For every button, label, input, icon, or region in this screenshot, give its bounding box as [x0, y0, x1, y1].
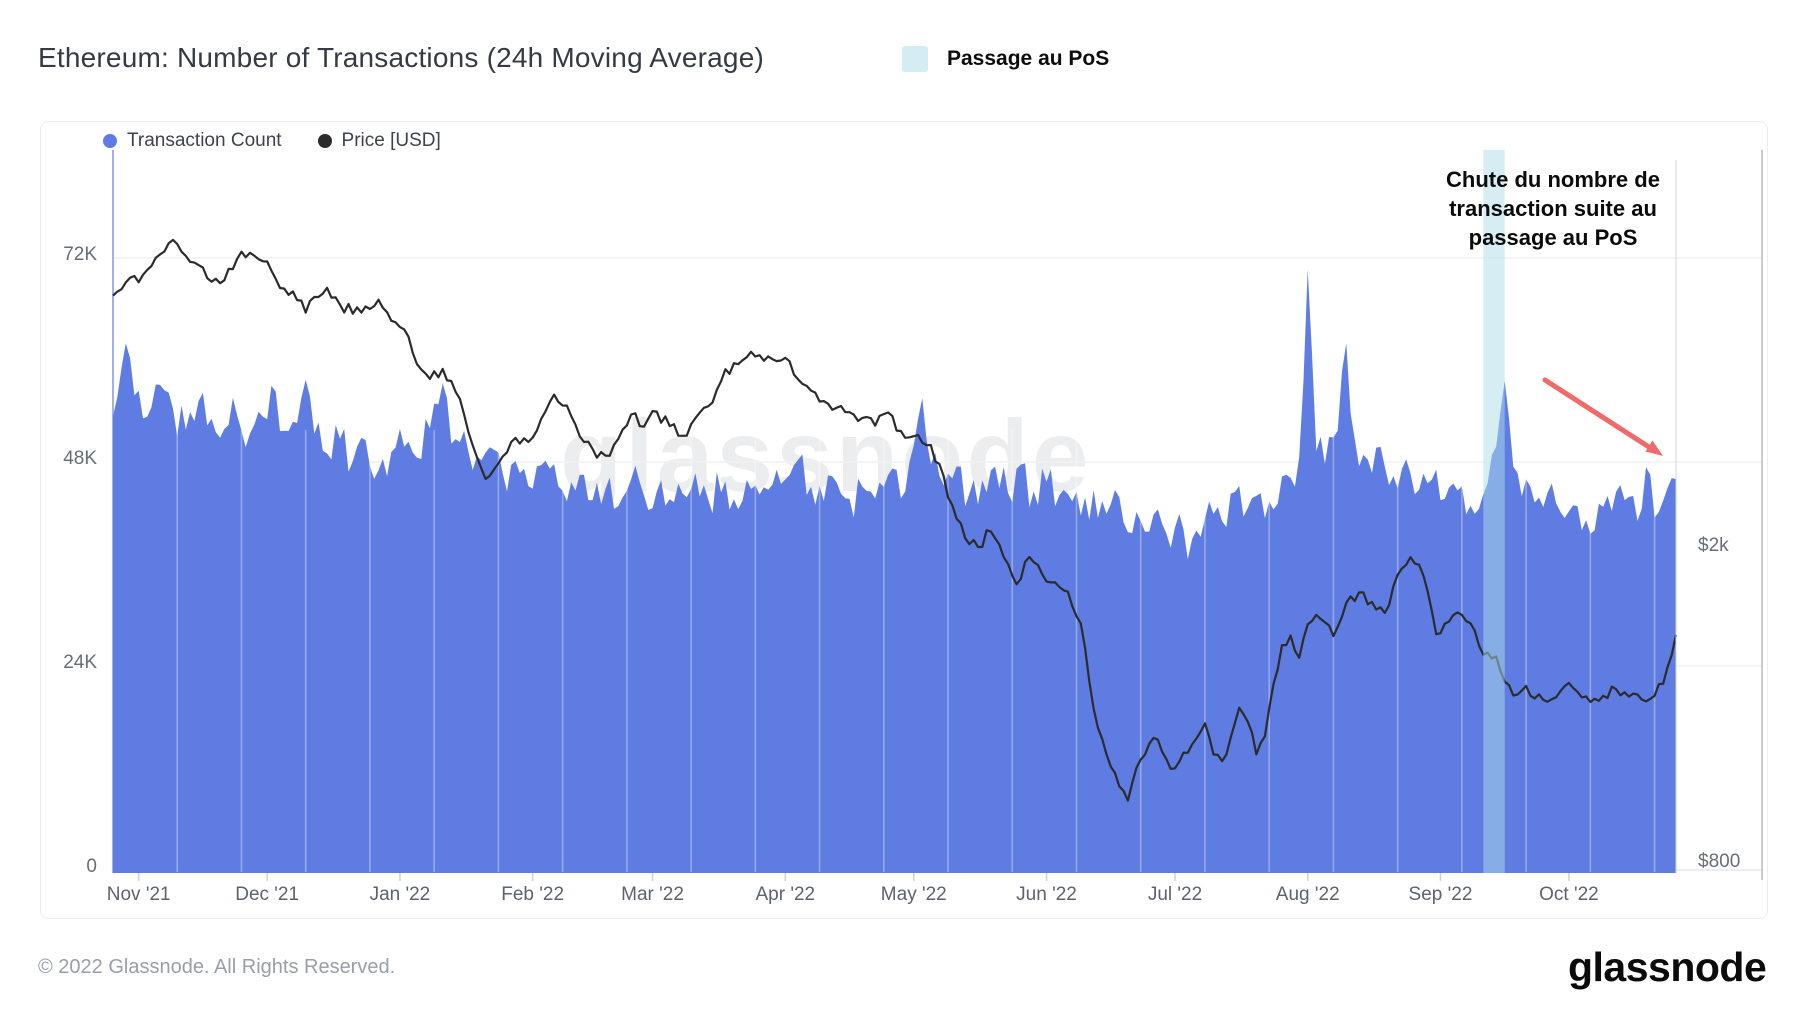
annotation-line: transaction suite au: [1449, 196, 1657, 221]
x-month-tick-label: Jul '22: [1147, 884, 1203, 905]
legend-item-price-usd[interactable]: Price [USD]: [317, 130, 441, 152]
legend-label: Transaction Count: [127, 130, 282, 151]
x-month-tick-label: Nov '21: [106, 884, 171, 905]
y-left-tick-label: 48K: [63, 448, 97, 469]
annotation-line: passage au PoS: [1468, 225, 1638, 250]
page-title: Ethereum: Number of Transactions (24h Mo…: [38, 42, 764, 73]
pos-drop-annotation: Chute du nombre de transaction suite au …: [1392, 165, 1714, 252]
x-month-tick-label: Aug '22: [1275, 884, 1340, 905]
y-left-tick-label: 24K: [63, 652, 97, 673]
glassnode-logo: glassnode: [1568, 944, 1767, 990]
y-right-tick-label: $2k: [1698, 535, 1729, 556]
x-month-tick-label: Oct '22: [1539, 884, 1599, 905]
y-right-tick-label: $800: [1698, 851, 1741, 872]
x-month-tick-label: Dec '21: [235, 884, 300, 905]
y-left-tick-label: 0: [86, 856, 97, 877]
legend-label: Price [USD]: [341, 130, 441, 151]
pos-band-swatch: [902, 46, 928, 72]
x-month-tick-label: Feb '22: [501, 884, 565, 905]
copyright-text: © 2022 Glassnode. All Rights Reserved.: [38, 956, 396, 978]
pos-band-label: Passage au PoS: [947, 47, 1110, 70]
transaction-count-dot-icon: [103, 134, 117, 148]
y-left-tick-label: 72K: [63, 244, 97, 265]
x-month-tick-label: Jan '22: [369, 884, 431, 905]
x-month-tick-label: Sep '22: [1408, 884, 1473, 905]
annotation-line: Chute du nombre de: [1446, 167, 1660, 192]
x-month-tick-label: Apr '22: [755, 884, 816, 905]
chart-legend: Transaction Count Price [USD]: [103, 130, 441, 152]
x-month-tick-label: May '22: [880, 884, 947, 905]
price-usd-dot-icon: [317, 134, 332, 148]
legend-item-transaction-count[interactable]: Transaction Count: [103, 130, 282, 152]
x-month-tick-label: Mar '22: [621, 884, 684, 905]
x-month-tick-label: Jun '22: [1016, 884, 1077, 905]
